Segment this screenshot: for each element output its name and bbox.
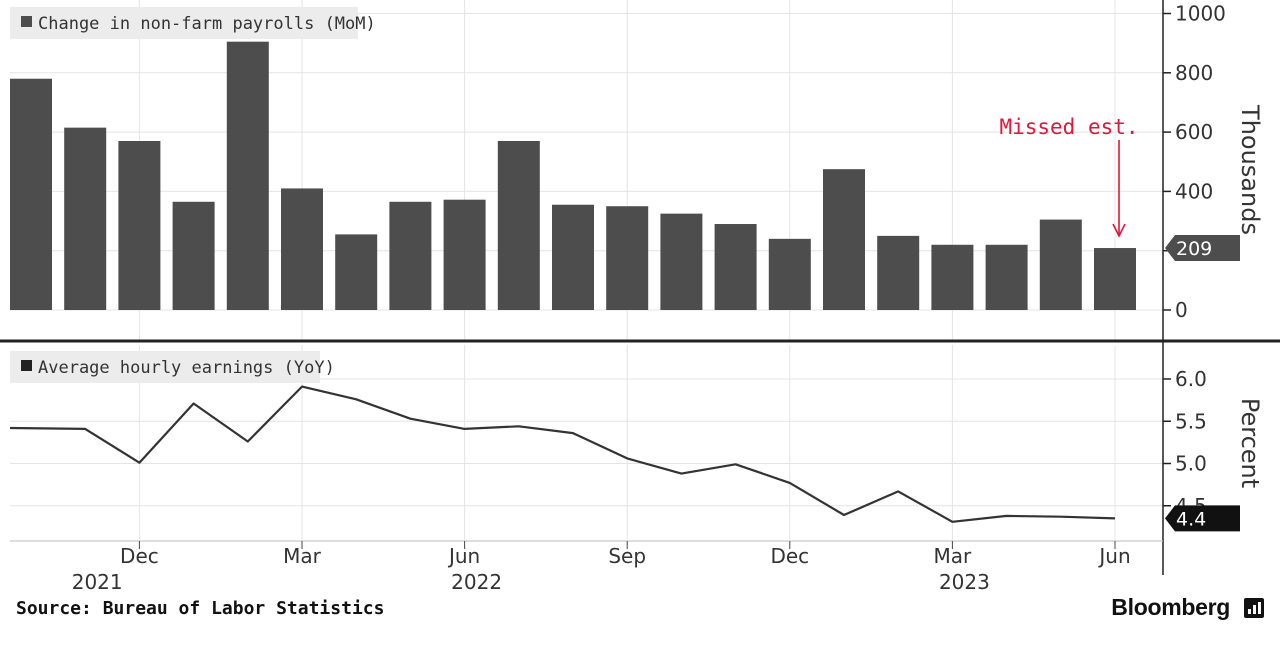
x-tick-label: Sep [608,544,646,568]
bar-2023-06 [1094,248,1136,310]
earnings-line [9,385,1116,523]
bar-2022-08 [552,204,594,310]
x-tick-label: Dec [120,544,159,568]
legend-payrolls: Change in non-farm payrolls (MoM) [10,7,376,39]
x-tick-label: Jun [447,544,480,568]
y-tick-label: 600 [1175,120,1213,144]
y-tick-label: 5.5 [1175,409,1207,433]
bar-2022-04 [335,234,378,310]
bar-2023-01 [823,169,865,310]
axes [0,0,1280,575]
last-value-tag-earnings [1165,505,1240,532]
y-tick-label: 6.0 [1175,367,1207,391]
last-value-label-earnings: 4.4 [1176,508,1206,530]
payrolls-bars [10,41,1136,310]
legend-label: Average hourly earnings (YoY) [38,358,335,378]
y-tick-label: 800 [1175,61,1213,85]
chart-canvas: 020040060080010004.55.05.56.0ThousandsPe… [0,0,1280,590]
legend-swatch [21,16,32,27]
y-tick-label: 0 [1175,298,1188,322]
y-tick-label: 5.0 [1175,452,1207,476]
legend-box [10,7,358,39]
bar-2023-03 [931,244,974,310]
bar-2022-07 [497,140,540,310]
bar-2023-02 [877,235,920,310]
x-tick-label: Mar [934,544,973,568]
bar-2022-02 [226,41,269,310]
earnings-line-group [9,385,1116,523]
bar-2023-04 [985,244,1028,310]
legend-label: Change in non-farm payrolls (MoM) [38,14,376,34]
bar-2022-11 [714,224,757,310]
bloomberg-logo-icon [1244,598,1264,618]
legend-swatch [21,360,32,371]
bar-2022-10 [660,213,703,310]
last-value-label-payrolls: 209 [1176,238,1212,260]
bar-2021-11 [64,127,107,310]
x-tick-label: Dec [770,544,809,568]
brand-name: Bloomberg [1111,594,1230,620]
annotations: Change in non-farm payrolls (MoM) Average… [10,7,1240,532]
bar-2022-05 [389,201,432,310]
source-note: Source: Bureau of Labor Statistics [16,598,385,619]
last-value-tag-payrolls [1165,235,1240,262]
bar-2021-10 [10,78,52,310]
bar-2021-12 [118,140,161,310]
bar-2023-05 [1039,219,1082,310]
annotation-arrow-head [1112,223,1126,238]
y-axis-title-percent: Percent [1236,398,1264,488]
y-tick-label: 400 [1175,179,1213,203]
x-tick-label: Jun [1097,544,1130,568]
bar-2022-09 [606,206,649,310]
legend-box [10,351,320,383]
y-tick-label: 1000 [1175,2,1226,26]
annotation-missed-est: Missed est. [999,115,1138,139]
bar-2022-06 [443,199,486,310]
bar-2022-01 [172,201,215,310]
y-axis-title-thousands: Thousands [1236,104,1264,235]
x-tick-label: Mar [283,544,322,568]
legend-earnings: Average hourly earnings (YoY) [10,351,335,383]
x-year-label: 2021 [72,570,123,590]
bar-2022-03 [281,188,323,310]
x-year-label: 2022 [451,570,502,590]
x-year-label: 2023 [939,570,990,590]
bar-2022-12 [768,238,811,310]
